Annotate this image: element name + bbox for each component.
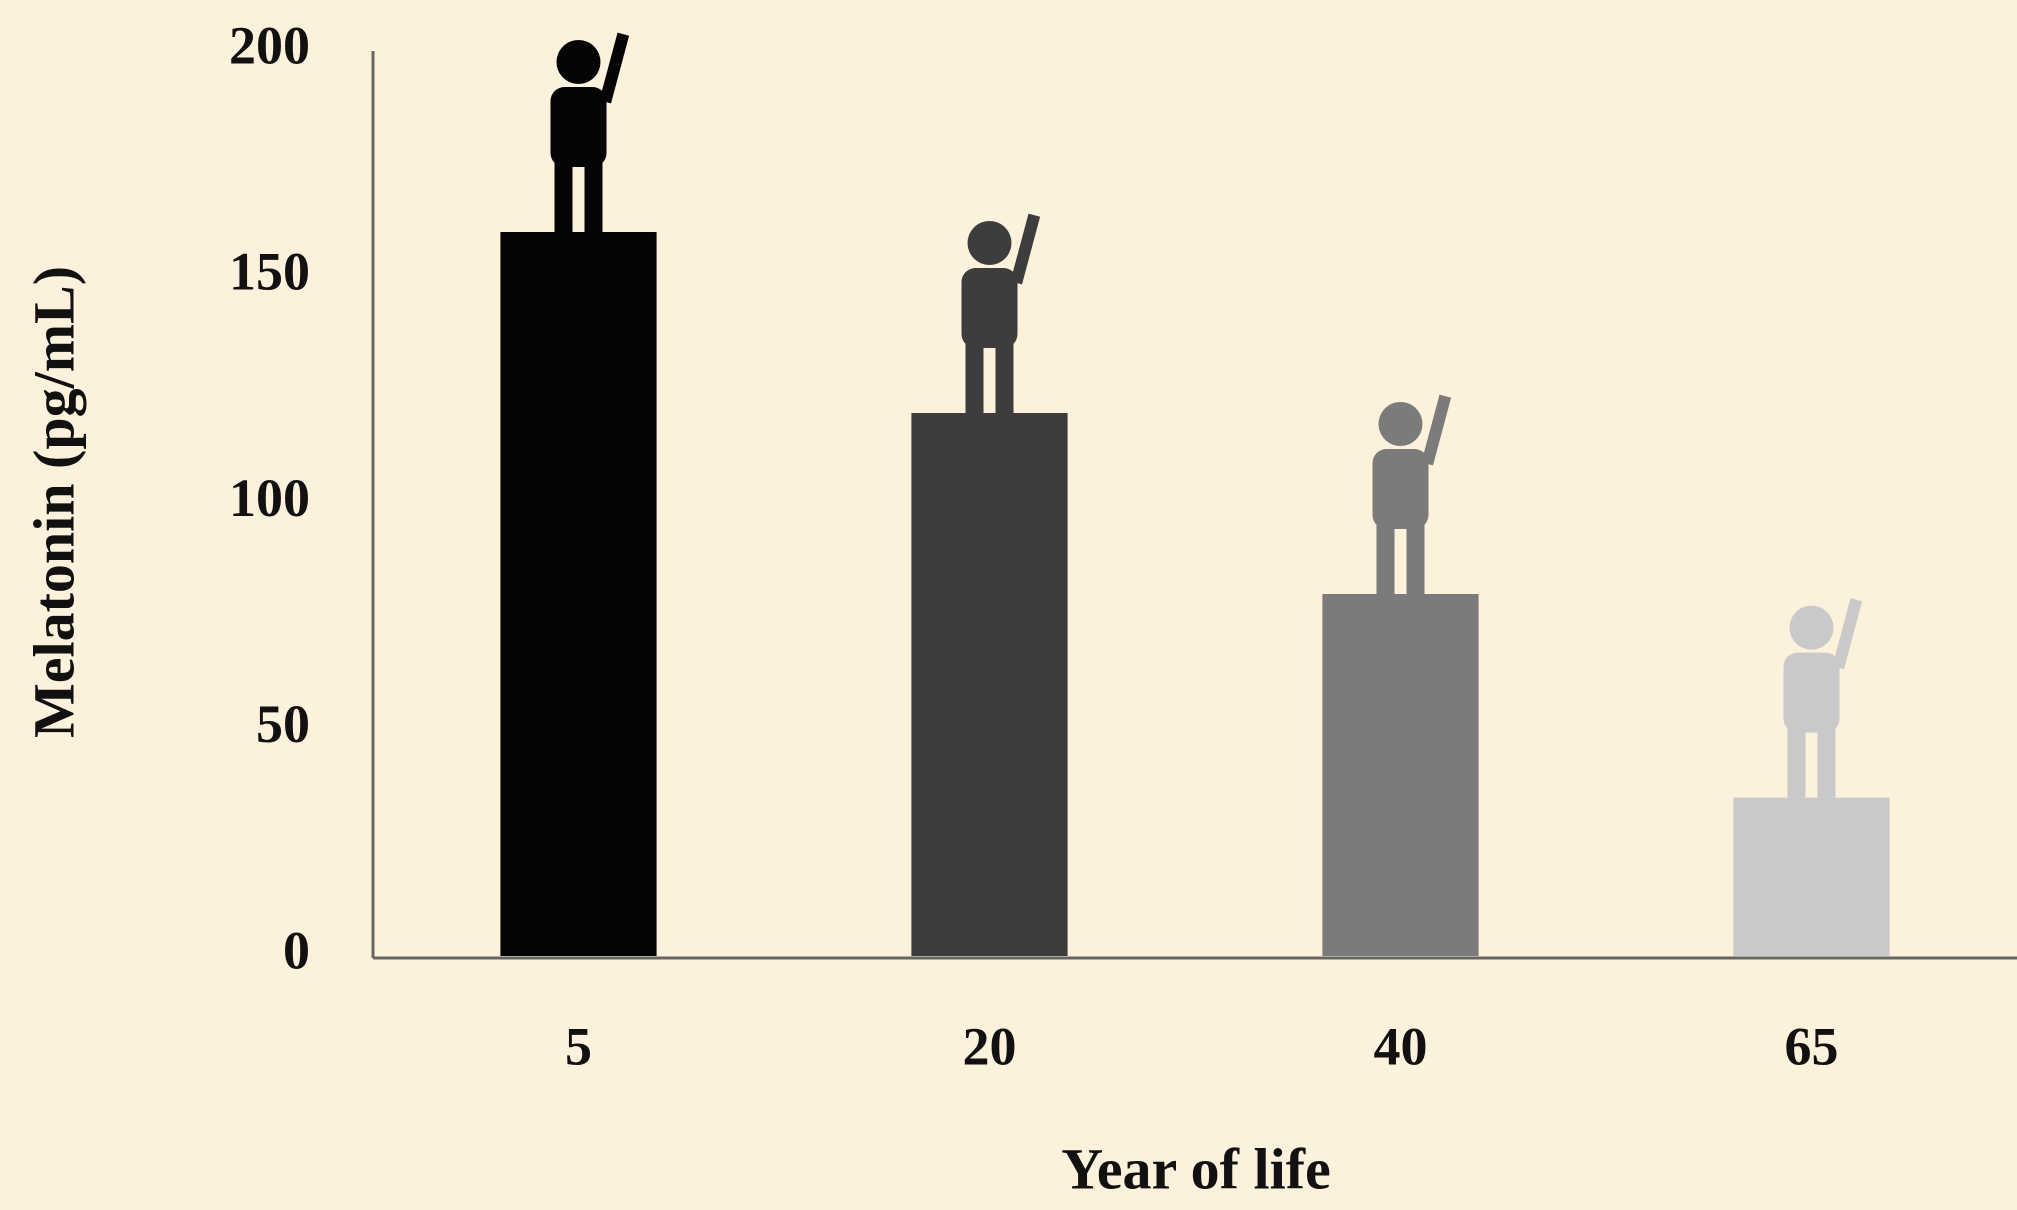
figure-part [1373, 449, 1429, 529]
x-tick-label: 5 [565, 1016, 592, 1076]
figure-part [968, 221, 1012, 265]
y-axis-title: Melatonin (pg/mL) [21, 266, 86, 738]
y-tick-label: 0 [283, 920, 310, 980]
figure-part [585, 162, 603, 232]
x-tick-label: 40 [1374, 1016, 1428, 1076]
figure-part [1788, 728, 1806, 798]
page: Year of life Melatonin (pg/mL) 0 50 100 150… [0, 0, 2017, 1210]
figure-part [555, 162, 573, 232]
figure-part [1377, 524, 1395, 594]
figure-part [962, 268, 1018, 348]
y-tick-label: 150 [229, 242, 310, 302]
figure-part [1784, 653, 1840, 733]
x-axis-title: Year of life [1061, 1136, 1331, 1201]
chart: Year of life Melatonin (pg/mL) 0 50 100 150… [0, 0, 2017, 1210]
figure-part [1379, 402, 1423, 446]
figure-part [966, 343, 984, 413]
figure-part [551, 87, 607, 167]
x-tick-label: 65 [1785, 1016, 1839, 1076]
figure-part [1818, 728, 1836, 798]
figure-part [557, 40, 601, 84]
y-tick-label: 200 [229, 15, 310, 75]
figure-part [1407, 524, 1425, 594]
bar [1733, 798, 1889, 956]
bar [1322, 594, 1478, 956]
figure-part [996, 343, 1014, 413]
bar [500, 232, 656, 956]
x-tick-label: 20 [963, 1016, 1017, 1076]
bar [911, 413, 1067, 956]
y-tick-label: 50 [256, 694, 310, 754]
y-tick-label: 100 [229, 468, 310, 528]
figure-part [1790, 606, 1834, 650]
